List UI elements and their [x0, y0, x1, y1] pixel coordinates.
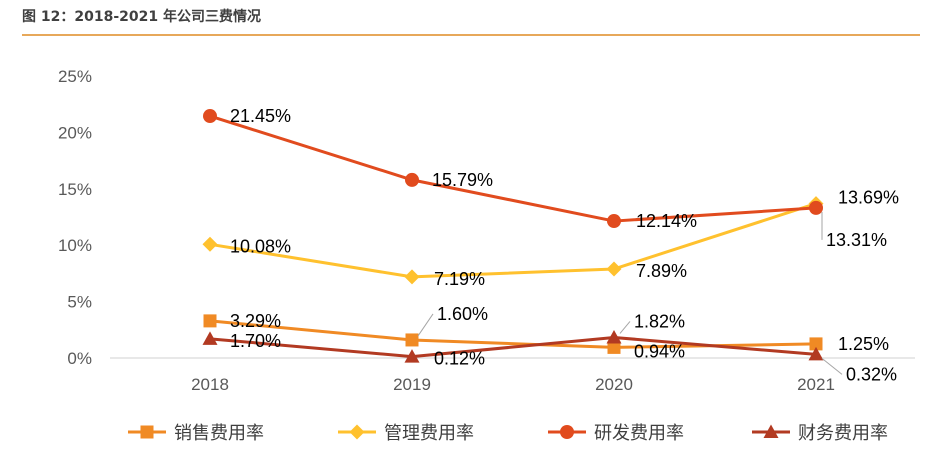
- leader-line: [821, 357, 843, 375]
- legend-swatch-marker: [349, 424, 365, 440]
- data-point: [606, 329, 622, 344]
- x-tick-label: 2020: [595, 375, 633, 394]
- leader-line: [417, 313, 434, 337]
- data-label: 7.19%: [434, 269, 485, 289]
- leader-line: [619, 321, 631, 334]
- y-tick-label: 5%: [67, 293, 92, 312]
- data-point: [405, 172, 419, 187]
- x-tick-label: 2019: [393, 375, 431, 394]
- legend-swatch-marker: [140, 425, 154, 439]
- legend-label: 研发费用率: [594, 423, 684, 444]
- legend-swatch-marker: [560, 425, 574, 439]
- y-tick-label: 0%: [67, 349, 92, 368]
- title-divider: [22, 34, 920, 36]
- data-point: [202, 331, 218, 345]
- legend-label: 财务费用率: [798, 423, 888, 444]
- figure-title: 图 12：2018-2021 年公司三费情况: [22, 9, 261, 25]
- data-label: 1.60%: [437, 304, 488, 324]
- data-point: [203, 314, 217, 328]
- data-point: [606, 261, 622, 277]
- legend-swatch-marker: [763, 424, 779, 438]
- data-point: [404, 269, 420, 285]
- data-point: [203, 109, 217, 124]
- data-point: [405, 333, 419, 347]
- data-label: 10.08%: [230, 236, 291, 256]
- y-tick-label: 25%: [58, 67, 92, 86]
- y-tick-label: 10%: [58, 236, 92, 255]
- data-label: 1.82%: [634, 311, 685, 331]
- data-label: 0.32%: [846, 364, 897, 384]
- y-tick-label: 15%: [58, 180, 92, 199]
- data-label: 1.70%: [230, 331, 281, 351]
- data-label: 1.25%: [838, 334, 889, 354]
- data-label: 12.14%: [636, 211, 697, 231]
- data-point: [404, 349, 420, 363]
- x-tick-label: 2021: [797, 375, 835, 394]
- data-point: [202, 236, 218, 252]
- series-line: [209, 114, 817, 223]
- series-line: [209, 319, 817, 349]
- data-point: [607, 214, 621, 229]
- data-point: [808, 346, 824, 361]
- data-label: 13.31%: [826, 230, 887, 250]
- y-tick-label: 20%: [58, 123, 92, 142]
- data-label: 15.79%: [432, 170, 493, 190]
- data-point: [607, 340, 621, 354]
- data-point: [809, 200, 823, 215]
- data-label: 0.94%: [634, 341, 685, 361]
- series-line: [209, 335, 817, 359]
- data-label: 0.12%: [434, 349, 485, 369]
- data-label: 13.69%: [838, 188, 899, 208]
- series-line: [209, 202, 817, 279]
- legend-label: 销售费用率: [174, 423, 264, 444]
- data-point: [809, 337, 823, 351]
- x-tick-label: 2018: [191, 375, 229, 394]
- data-label: 3.29%: [230, 311, 281, 331]
- data-label: 21.45%: [230, 106, 291, 126]
- data-label: 7.89%: [636, 261, 687, 281]
- legend-label: 管理费用率: [384, 423, 474, 444]
